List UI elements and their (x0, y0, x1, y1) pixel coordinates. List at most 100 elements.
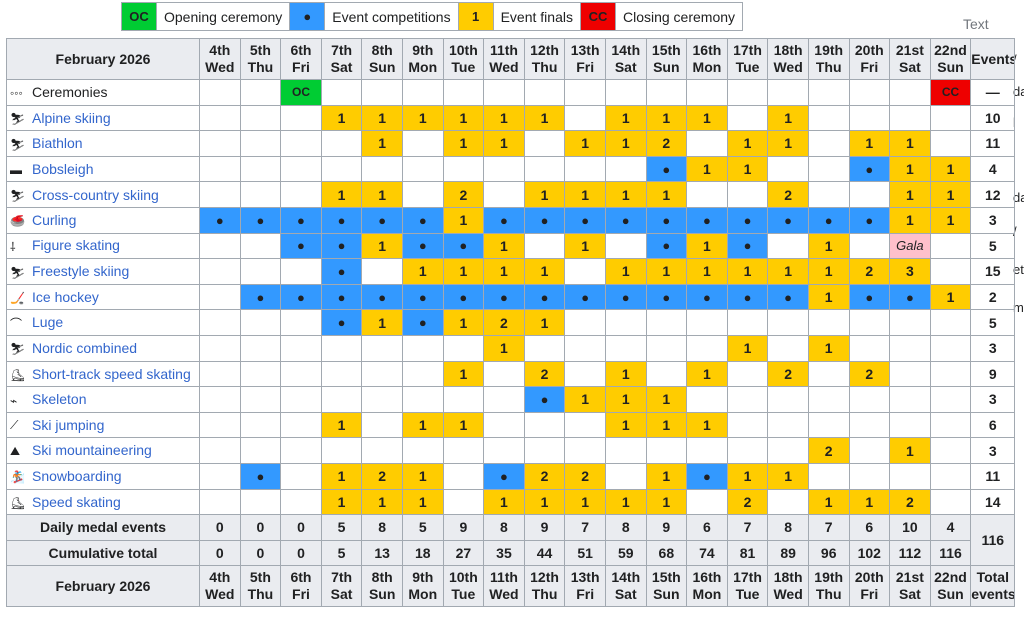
empty-cell (442, 462, 485, 490)
sport-link[interactable]: Ski jumping (32, 416, 105, 433)
cumulative-value: 59 (604, 539, 647, 567)
empty-cell (239, 360, 282, 388)
empty-cell (807, 181, 850, 208)
empty-cell (604, 437, 647, 464)
competition-cell: ● (280, 206, 322, 234)
empty-cell (523, 334, 566, 362)
final-cell: 1 (889, 206, 931, 234)
day-number: 4th (209, 569, 231, 586)
empty-cell (199, 232, 241, 260)
final-cell: 2 (564, 462, 606, 490)
final-cell: 1 (320, 104, 363, 132)
sport-link[interactable]: Alpine skiing (32, 109, 111, 126)
sport-link[interactable]: Speed skating (32, 493, 121, 510)
cumulative-value: 68 (645, 539, 688, 567)
day-weekday: Sat (614, 59, 637, 75)
empty-cell (401, 437, 444, 464)
final-cell: 1 (483, 130, 525, 157)
final-cell: 1 (483, 334, 525, 362)
final-cell: 1 (686, 411, 728, 439)
final-cell: 2 (442, 181, 485, 208)
cumulative-value: 51 (564, 539, 606, 567)
final-cell: 1 (604, 104, 647, 132)
table-row: 🥌 Curling ● ● ● ● ● ● 1 ● ● ● ● ● ● ● ● ● ● 1 1 3 (6, 206, 1016, 234)
day-header: 14th Sat (604, 38, 647, 80)
daily-value: 6 (848, 514, 891, 541)
sport-link[interactable]: Nordic combined (32, 340, 138, 357)
sport-cell: ⛷ Alpine skiing (6, 104, 200, 132)
day-number: 12th (530, 42, 559, 58)
final-cell: 1 (442, 411, 485, 439)
daily-value: 7 (564, 514, 606, 541)
sport-link[interactable]: Biathlon (32, 135, 83, 152)
sport-link[interactable]: Skeleton (32, 391, 87, 408)
sport-total: 12 (970, 181, 1016, 208)
competition-cell: ● (848, 206, 891, 234)
sport-link[interactable]: Bobsleigh (32, 160, 94, 177)
day-number: 9th (412, 42, 434, 58)
day-number: 19th (814, 569, 844, 586)
day-weekday: Thu (531, 59, 558, 75)
empty-cell (686, 334, 728, 362)
competition-cell: ● (645, 206, 688, 234)
table-row: ◦◦◦ Ceremonies OC CC — (6, 79, 1016, 106)
day-weekday: Tue (735, 586, 760, 603)
empty-cell (483, 155, 525, 183)
day-weekday: Fri (576, 59, 595, 75)
sport-link[interactable]: Snowboarding (32, 468, 122, 485)
day-weekday: Wed (773, 586, 803, 603)
cumulative-value: 18 (401, 539, 444, 567)
day-weekday: Mon (408, 59, 438, 75)
sport-link[interactable]: Figure skating (32, 236, 120, 253)
table-row: ⌒ Luge ● 1 ● 1 2 1 5 (6, 309, 1016, 336)
sport-link[interactable]: Ski mountaineering (32, 442, 152, 459)
empty-cell (483, 437, 525, 464)
cumulative-value: 0 (280, 539, 322, 567)
final-cell: 2 (767, 360, 809, 388)
sport-cell: 🥌 Curling (6, 206, 200, 234)
empty-cell (442, 334, 485, 362)
sport-link[interactable]: Curling (32, 212, 77, 229)
competition-cell: ● (523, 283, 566, 311)
empty-cell (199, 437, 241, 464)
empty-cell (280, 334, 322, 362)
sport-link[interactable]: Ice hockey (32, 288, 99, 305)
empty-cell (686, 488, 728, 516)
cumulative-value: 27 (442, 539, 485, 567)
day-number: 12th (530, 569, 559, 586)
final-cell: 1 (483, 232, 525, 260)
empty-cell (199, 155, 241, 183)
empty-cell (929, 360, 972, 388)
sport-link[interactable]: Cross-country skiing (32, 186, 159, 203)
empty-cell (239, 334, 282, 362)
empty-cell (767, 334, 809, 362)
opening-ceremony-cell: OC (280, 79, 322, 106)
day-weekday: Sat (330, 586, 353, 603)
empty-cell (564, 155, 606, 183)
empty-cell (929, 334, 972, 362)
empty-cell (199, 258, 241, 285)
empty-cell (889, 79, 931, 106)
empty-cell (807, 411, 850, 439)
daily-value: 8 (604, 514, 647, 541)
empty-cell (807, 462, 850, 490)
sport-link[interactable]: Short-track speed skating (32, 365, 191, 382)
empty-cell (645, 79, 688, 106)
final-cell: 1 (401, 488, 444, 516)
day-number: 18th (773, 42, 803, 58)
competition-cell: ● (726, 206, 769, 234)
day-header: 8th Sun (361, 38, 403, 80)
sport-total: 2 (970, 283, 1016, 311)
day-weekday: Sat (898, 586, 921, 603)
final-cell: 1 (848, 488, 891, 516)
sport-link[interactable]: Luge (32, 313, 64, 330)
day-number: 15th (651, 569, 681, 586)
final-cell: 1 (686, 360, 728, 388)
competition-cell: ● (401, 283, 444, 311)
sport-link[interactable]: Freestyle skiing (32, 263, 130, 280)
empty-cell (807, 360, 850, 388)
day-number: 11th (489, 569, 518, 586)
day-header: 14th Sat (604, 565, 647, 608)
empty-cell (726, 309, 769, 336)
competition-cell: ● (726, 232, 769, 260)
